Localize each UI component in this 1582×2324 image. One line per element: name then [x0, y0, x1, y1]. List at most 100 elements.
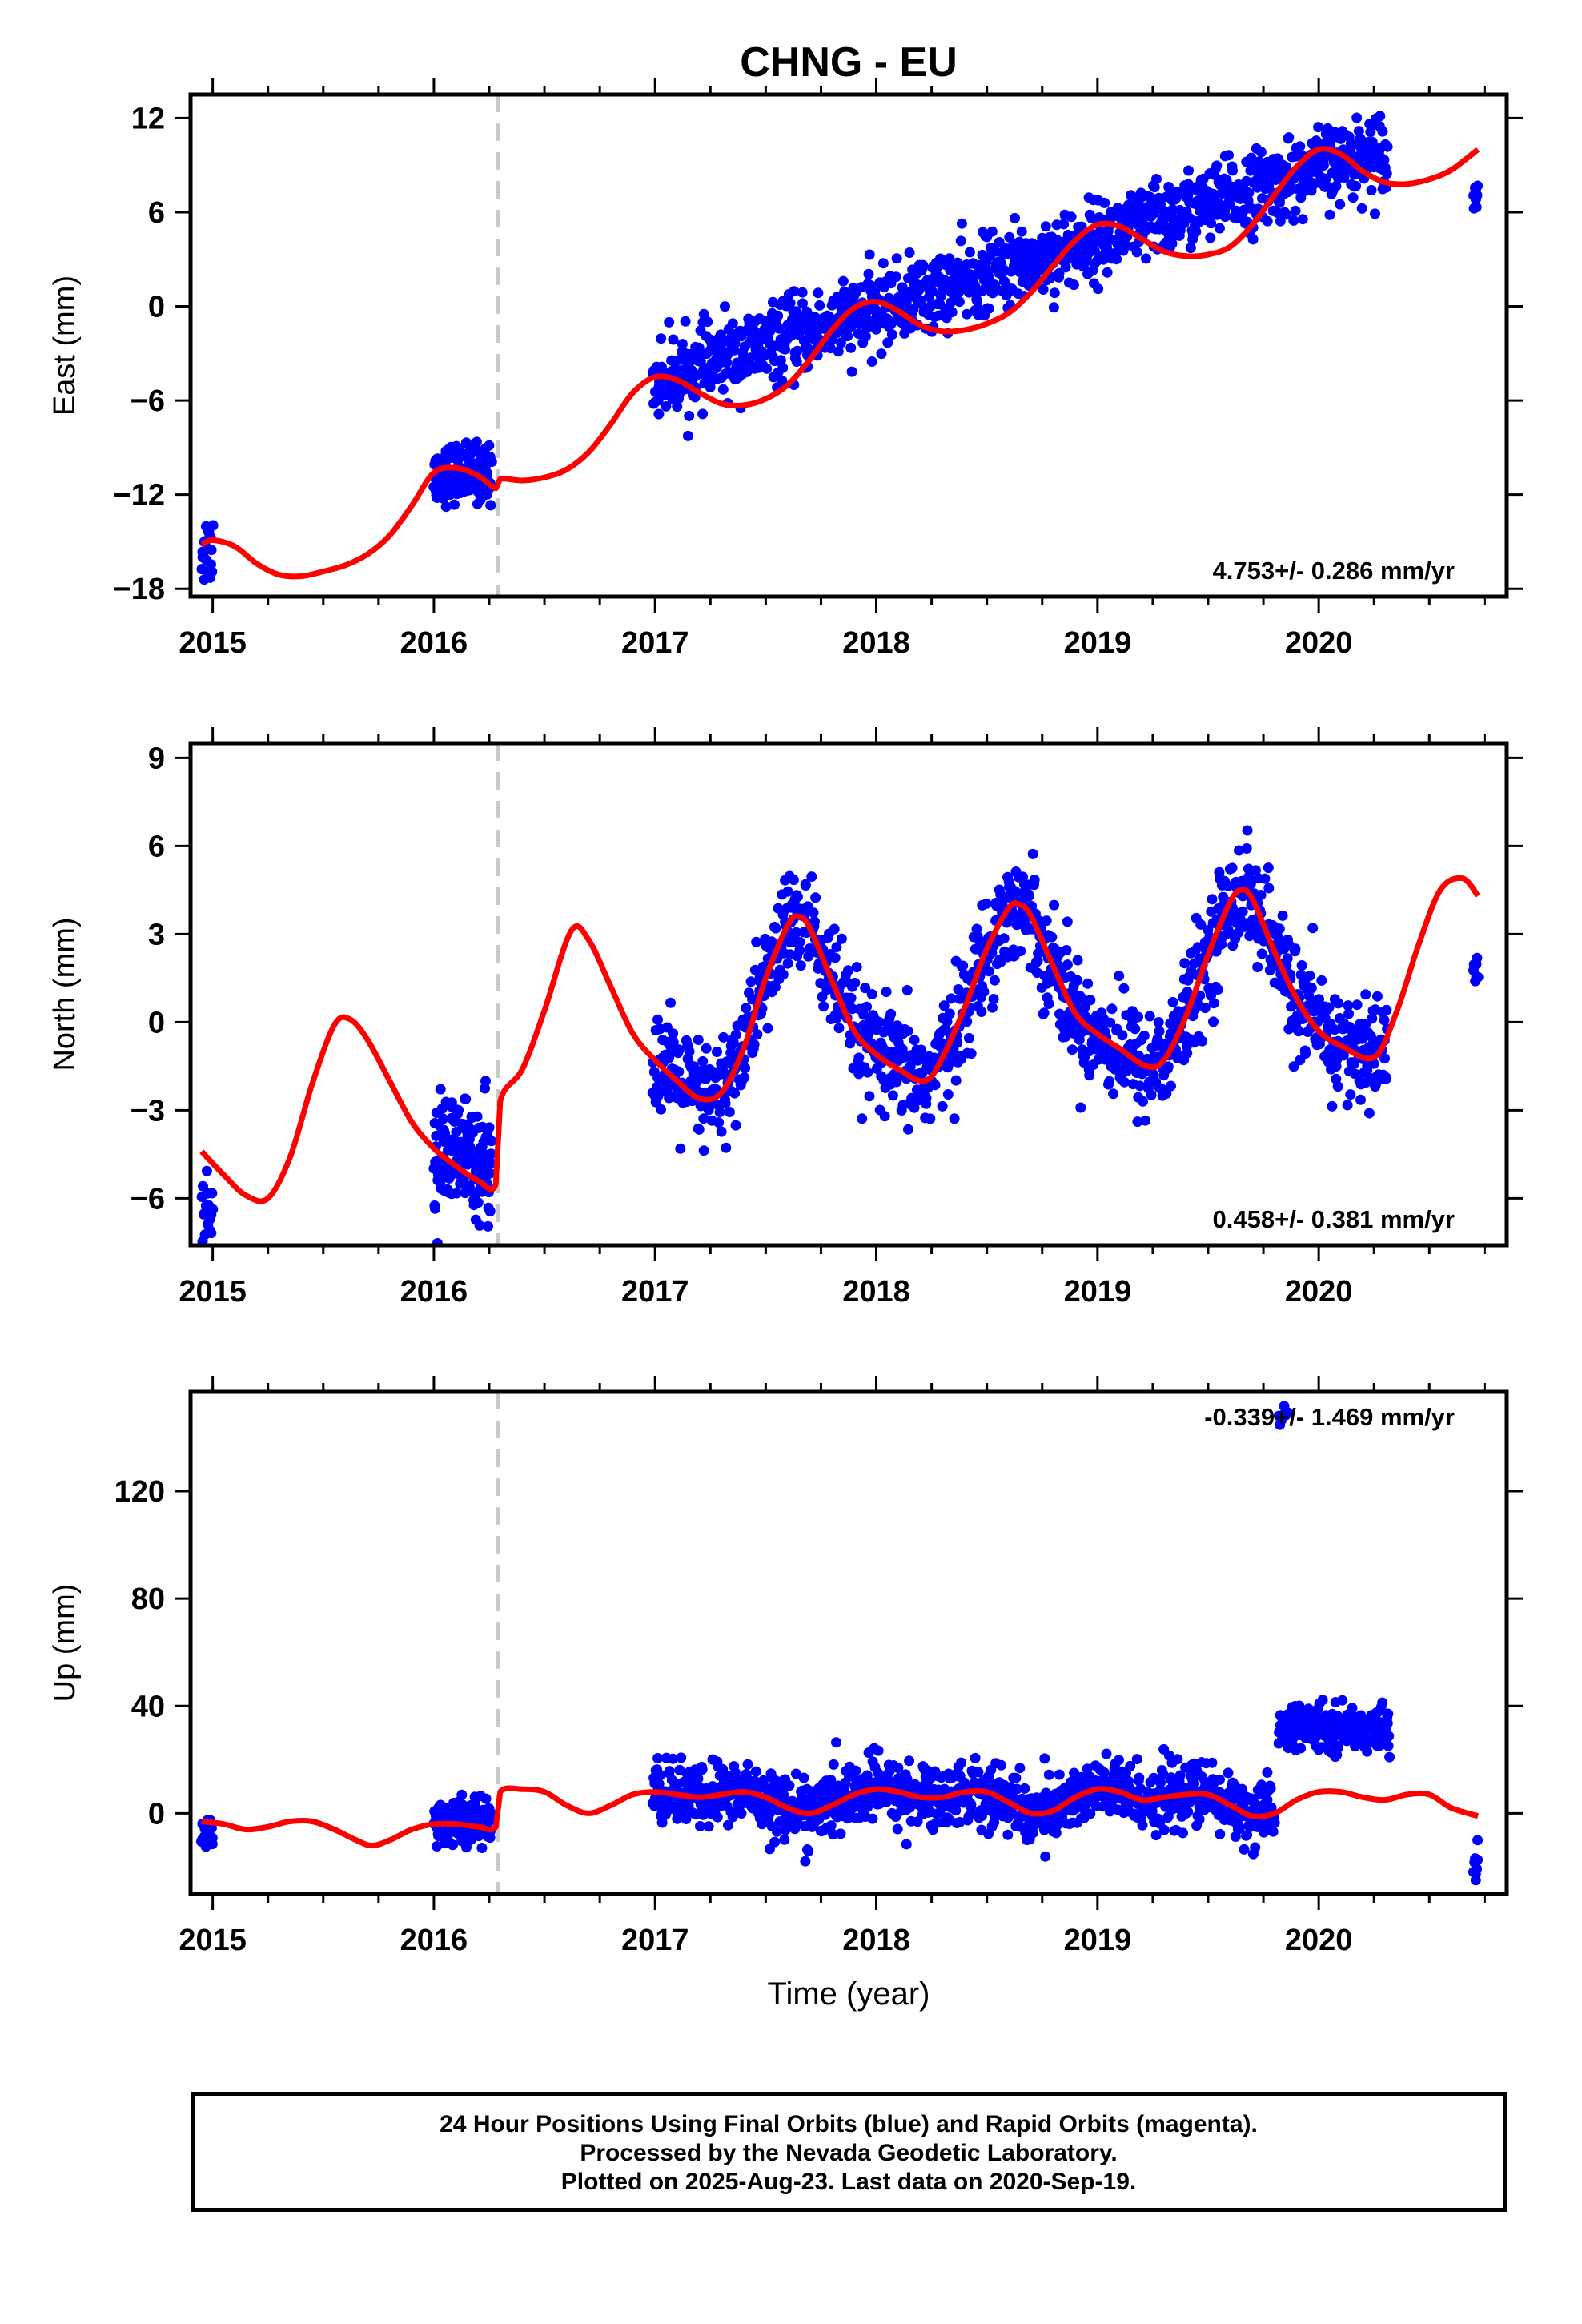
data-point	[762, 1023, 773, 1034]
x-tick-label: 2019	[1064, 1924, 1132, 1957]
data-point	[432, 1841, 442, 1852]
data-point	[201, 1165, 212, 1176]
data-point	[474, 1220, 485, 1231]
data-point	[664, 1766, 675, 1777]
data-point	[873, 1745, 884, 1756]
data-point	[1343, 1008, 1355, 1019]
data-point	[780, 344, 790, 355]
data-point	[842, 331, 853, 342]
data-point	[882, 337, 893, 348]
data-point	[794, 945, 805, 956]
data-point	[829, 952, 841, 963]
y-tick-label: 9	[148, 742, 165, 775]
data-point	[697, 1055, 709, 1067]
data-point	[1138, 1096, 1148, 1107]
data-point	[1379, 155, 1390, 166]
data-point	[1062, 959, 1073, 971]
velocity-rate-label: 0.458+/- 0.381 mm/yr	[1213, 1205, 1455, 1233]
data-point	[729, 1767, 741, 1778]
data-point	[866, 989, 877, 999]
data-point	[667, 1753, 678, 1764]
data-point	[664, 316, 675, 328]
data-point	[952, 1037, 963, 1048]
data-point	[1016, 226, 1027, 237]
data-point	[698, 1113, 709, 1124]
data-point	[864, 249, 875, 260]
data-point	[1061, 945, 1072, 955]
data-point	[1353, 126, 1364, 137]
data-point	[944, 253, 955, 264]
data-point	[1060, 1031, 1071, 1043]
data-point	[1050, 1827, 1062, 1839]
data-point	[1243, 187, 1255, 199]
data-point	[890, 271, 901, 283]
data-point	[758, 1775, 769, 1786]
data-point	[1283, 132, 1295, 143]
data-point	[1161, 1088, 1172, 1099]
data-point	[785, 297, 796, 308]
data-point	[1266, 1802, 1277, 1813]
data-point	[1085, 1808, 1096, 1819]
data-point	[715, 329, 726, 340]
data-point	[1054, 1769, 1065, 1780]
data-point	[963, 1032, 974, 1043]
data-point	[800, 880, 811, 891]
data-point	[862, 1067, 873, 1078]
data-point	[954, 1816, 966, 1827]
data-point	[777, 362, 789, 373]
data-point	[806, 871, 817, 883]
data-point	[1295, 1743, 1307, 1754]
data-point	[1043, 999, 1054, 1009]
data-point	[983, 966, 994, 977]
data-point	[846, 366, 857, 377]
data-point	[1237, 906, 1248, 917]
data-point	[684, 410, 695, 421]
data-point	[1381, 1004, 1392, 1015]
data-point	[723, 1819, 733, 1831]
data-point	[1472, 1854, 1484, 1865]
data-point	[653, 408, 665, 420]
data-point	[1106, 1003, 1118, 1015]
data-point	[978, 986, 990, 997]
x-tick-label: 2020	[1285, 626, 1353, 660]
data-point	[1274, 923, 1285, 935]
data-point	[720, 1098, 731, 1109]
data-point	[917, 259, 929, 271]
data-point	[798, 1772, 809, 1783]
data-point	[1167, 996, 1178, 1007]
data-point	[198, 1246, 208, 1256]
data-point	[749, 1775, 760, 1787]
data-point	[1023, 891, 1034, 902]
data-point	[673, 1044, 685, 1055]
data-point	[954, 296, 965, 308]
data-point	[1472, 952, 1483, 963]
data-point	[729, 338, 741, 349]
data-point	[720, 301, 730, 312]
data-point	[1038, 1007, 1050, 1019]
y-axis-label: North (mm)	[48, 917, 82, 1071]
data-point	[1049, 287, 1060, 299]
data-point	[1010, 212, 1020, 223]
data-point	[800, 1856, 811, 1867]
data-point	[789, 286, 800, 297]
data-point	[1208, 1016, 1219, 1027]
data-point	[813, 287, 824, 299]
data-point	[1114, 971, 1125, 982]
data-point	[1040, 221, 1051, 232]
footer-line-3: Plotted on 2025-Aug-23. Last data on 202…	[560, 2169, 1137, 2195]
data-point	[1132, 1116, 1143, 1128]
data-point	[1166, 238, 1178, 249]
data-point	[1383, 1731, 1395, 1742]
data-point	[901, 1839, 912, 1850]
y-tick-label: −6	[130, 384, 165, 418]
data-point	[861, 1001, 873, 1012]
data-point	[1313, 122, 1324, 133]
data-point	[1075, 1102, 1086, 1113]
data-point	[1134, 1772, 1145, 1783]
data-point	[1154, 1026, 1165, 1037]
data-point	[921, 1764, 932, 1775]
data-point	[1138, 1030, 1150, 1041]
data-point	[681, 1814, 692, 1824]
data-point	[1140, 1115, 1151, 1126]
data-point	[1363, 1108, 1375, 1119]
